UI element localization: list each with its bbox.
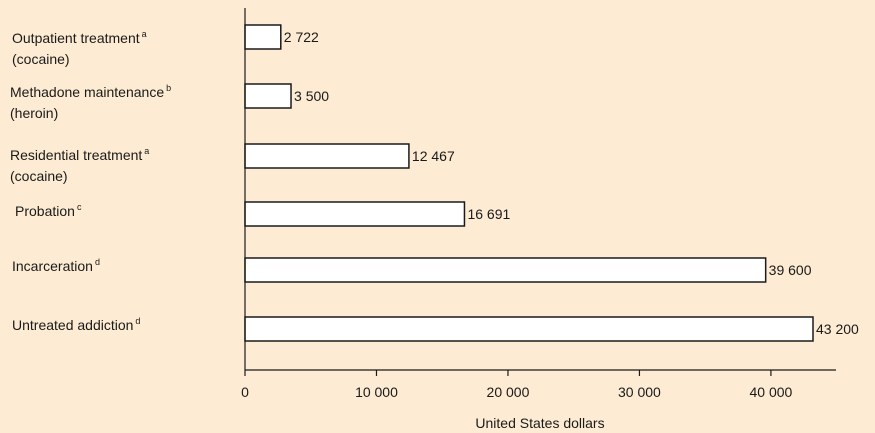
bar-4 (244, 257, 767, 283)
category-label-5: Untreated addiction d (12, 316, 140, 333)
category-label-0: Outpatient treatment a (cocaine) (12, 29, 147, 67)
bars-group (244, 24, 814, 342)
category-label-3-line-0: Probation (15, 203, 75, 219)
x-tick-label-4: 40 000 (750, 384, 793, 400)
category-footnote-5: d (135, 316, 140, 326)
x-tick-label-0: 0 (241, 384, 249, 400)
category-label-1-line-1: (heroin) (10, 105, 58, 121)
value-label-1: 3 500 (294, 88, 329, 104)
x-tick-label-3: 30 000 (618, 384, 661, 400)
bar-0 (244, 24, 282, 50)
category-label-1-line-0: Methadone maintenance (10, 84, 164, 100)
bar-2 (244, 143, 410, 169)
category-label-1: Methadone maintenance b (heroin) (10, 83, 171, 121)
axes: 0 10 000 20 000 30 000 40 000 (241, 8, 836, 400)
bar-3 (244, 201, 466, 227)
x-tick-label-2: 20 000 (487, 384, 530, 400)
category-label-2: Residential treatment a (cocaine) (10, 146, 149, 184)
category-label-3: Probation c (15, 202, 82, 219)
value-label-0: 2 722 (284, 29, 319, 45)
bar-5 (244, 316, 814, 342)
category-footnote-0: a (142, 29, 147, 39)
value-label-3: 16 691 (467, 206, 510, 222)
category-label-2-line-0: Residential treatment (10, 147, 142, 163)
category-label-4-line-0: Incarceration (12, 258, 93, 274)
category-label-0-line-1: (cocaine) (12, 51, 70, 67)
category-footnote-2: a (144, 146, 149, 156)
x-axis-title: United States dollars (475, 415, 604, 431)
category-labels: Outpatient treatment a (cocaine)Methadone … (10, 29, 171, 333)
category-label-2-line-1: (cocaine) (10, 168, 68, 184)
category-footnote-4: d (95, 257, 100, 267)
value-label-5: 43 200 (816, 321, 859, 337)
category-label-5-line-0: Untreated addiction (12, 317, 133, 333)
category-footnote-3: c (77, 202, 82, 212)
value-label-2: 12 467 (412, 148, 455, 164)
value-labels: 2 722 3 500 12 467 16 691 39 600 43 200 (284, 29, 859, 337)
category-label-0-line-0: Outpatient treatment (12, 30, 140, 46)
bar-1 (244, 83, 292, 109)
category-footnote-1: b (166, 83, 171, 93)
category-label-4: Incarceration d (12, 257, 100, 274)
value-label-4: 39 600 (769, 262, 812, 278)
x-tick-label-1: 10 000 (355, 384, 398, 400)
